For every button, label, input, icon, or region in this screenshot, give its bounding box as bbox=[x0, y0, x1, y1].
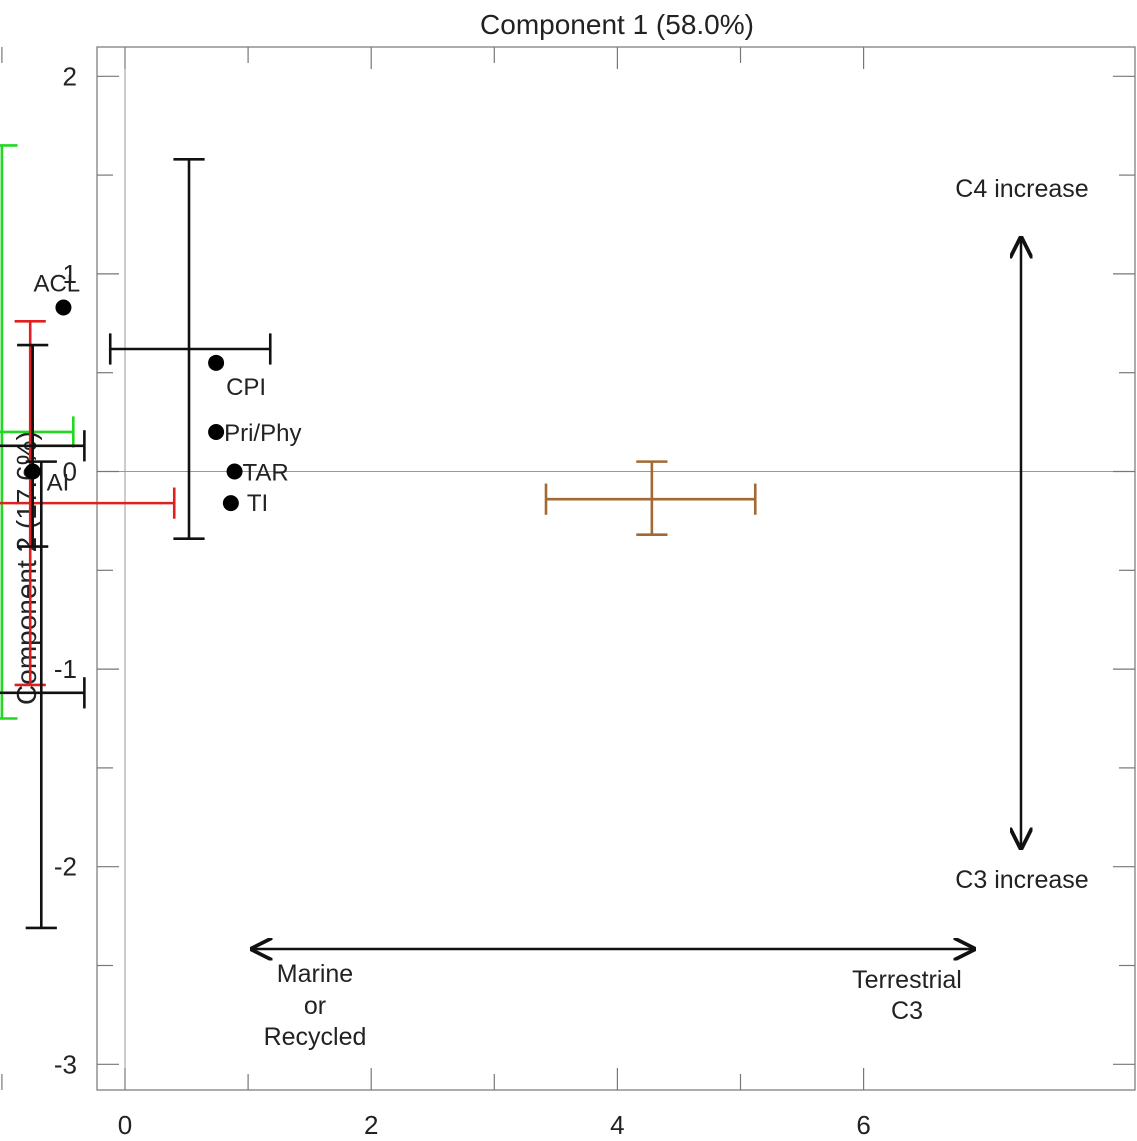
or-label: or bbox=[304, 992, 326, 1020]
c4-increase-label: C4 increase bbox=[955, 175, 1088, 203]
error-bar-group bbox=[544, 460, 757, 537]
loading-label: Pri/Phy bbox=[224, 420, 301, 447]
error-bar-group bbox=[0, 460, 86, 930]
loading-points: ACL CPI Pri/Phy TAR TI AI bbox=[24, 270, 301, 517]
y-tick-label: -1 bbox=[54, 654, 77, 684]
y-tick-label: 2 bbox=[63, 61, 77, 91]
loading-point bbox=[208, 423, 225, 440]
terrestrial-label: Terrestrial bbox=[852, 966, 962, 994]
x-tick-label: 6 bbox=[856, 1110, 870, 1140]
terrestrial-c3-label: C3 bbox=[891, 997, 923, 1025]
y-tick-label: -2 bbox=[54, 852, 77, 882]
loading-point bbox=[222, 495, 239, 512]
loading-label: ACL bbox=[33, 270, 80, 297]
plot-frame bbox=[96, 46, 1136, 1091]
error-bar-group bbox=[0, 343, 86, 548]
loading-label: TI bbox=[247, 490, 268, 517]
y-tick-label: 0 bbox=[63, 457, 77, 487]
error-bar-groups bbox=[0, 144, 757, 930]
x-tick-label: 0 bbox=[118, 1110, 132, 1140]
loading-point bbox=[208, 354, 225, 371]
chart-title: Component 1 (58.0%) bbox=[480, 9, 754, 40]
error-bar-group bbox=[0, 320, 176, 687]
loading-point bbox=[55, 299, 72, 316]
loading-point bbox=[226, 463, 243, 480]
recycled-label: Recycled bbox=[264, 1023, 367, 1051]
y-tick-label: -3 bbox=[54, 1049, 77, 1079]
error-bar-group bbox=[108, 157, 272, 540]
x-tick-label: 4 bbox=[610, 1110, 624, 1140]
x-tick-label: 2 bbox=[364, 1110, 378, 1140]
x-axis-ticks: -2 0 2 4 6 bbox=[1, 47, 871, 1140]
error-bar-group bbox=[0, 144, 75, 720]
y-tick-label: 1 bbox=[63, 259, 77, 289]
loading-label: TAR bbox=[243, 460, 289, 487]
c3-increase-label: C3 increase bbox=[955, 866, 1088, 894]
loading-label: CPI bbox=[226, 374, 266, 401]
marine-label: Marine bbox=[277, 960, 353, 988]
y-axis-ticks: 2 1 0 -1 -2 -3 bbox=[54, 61, 1135, 1079]
loading-point bbox=[24, 463, 41, 480]
loading-label: AI bbox=[47, 470, 70, 497]
